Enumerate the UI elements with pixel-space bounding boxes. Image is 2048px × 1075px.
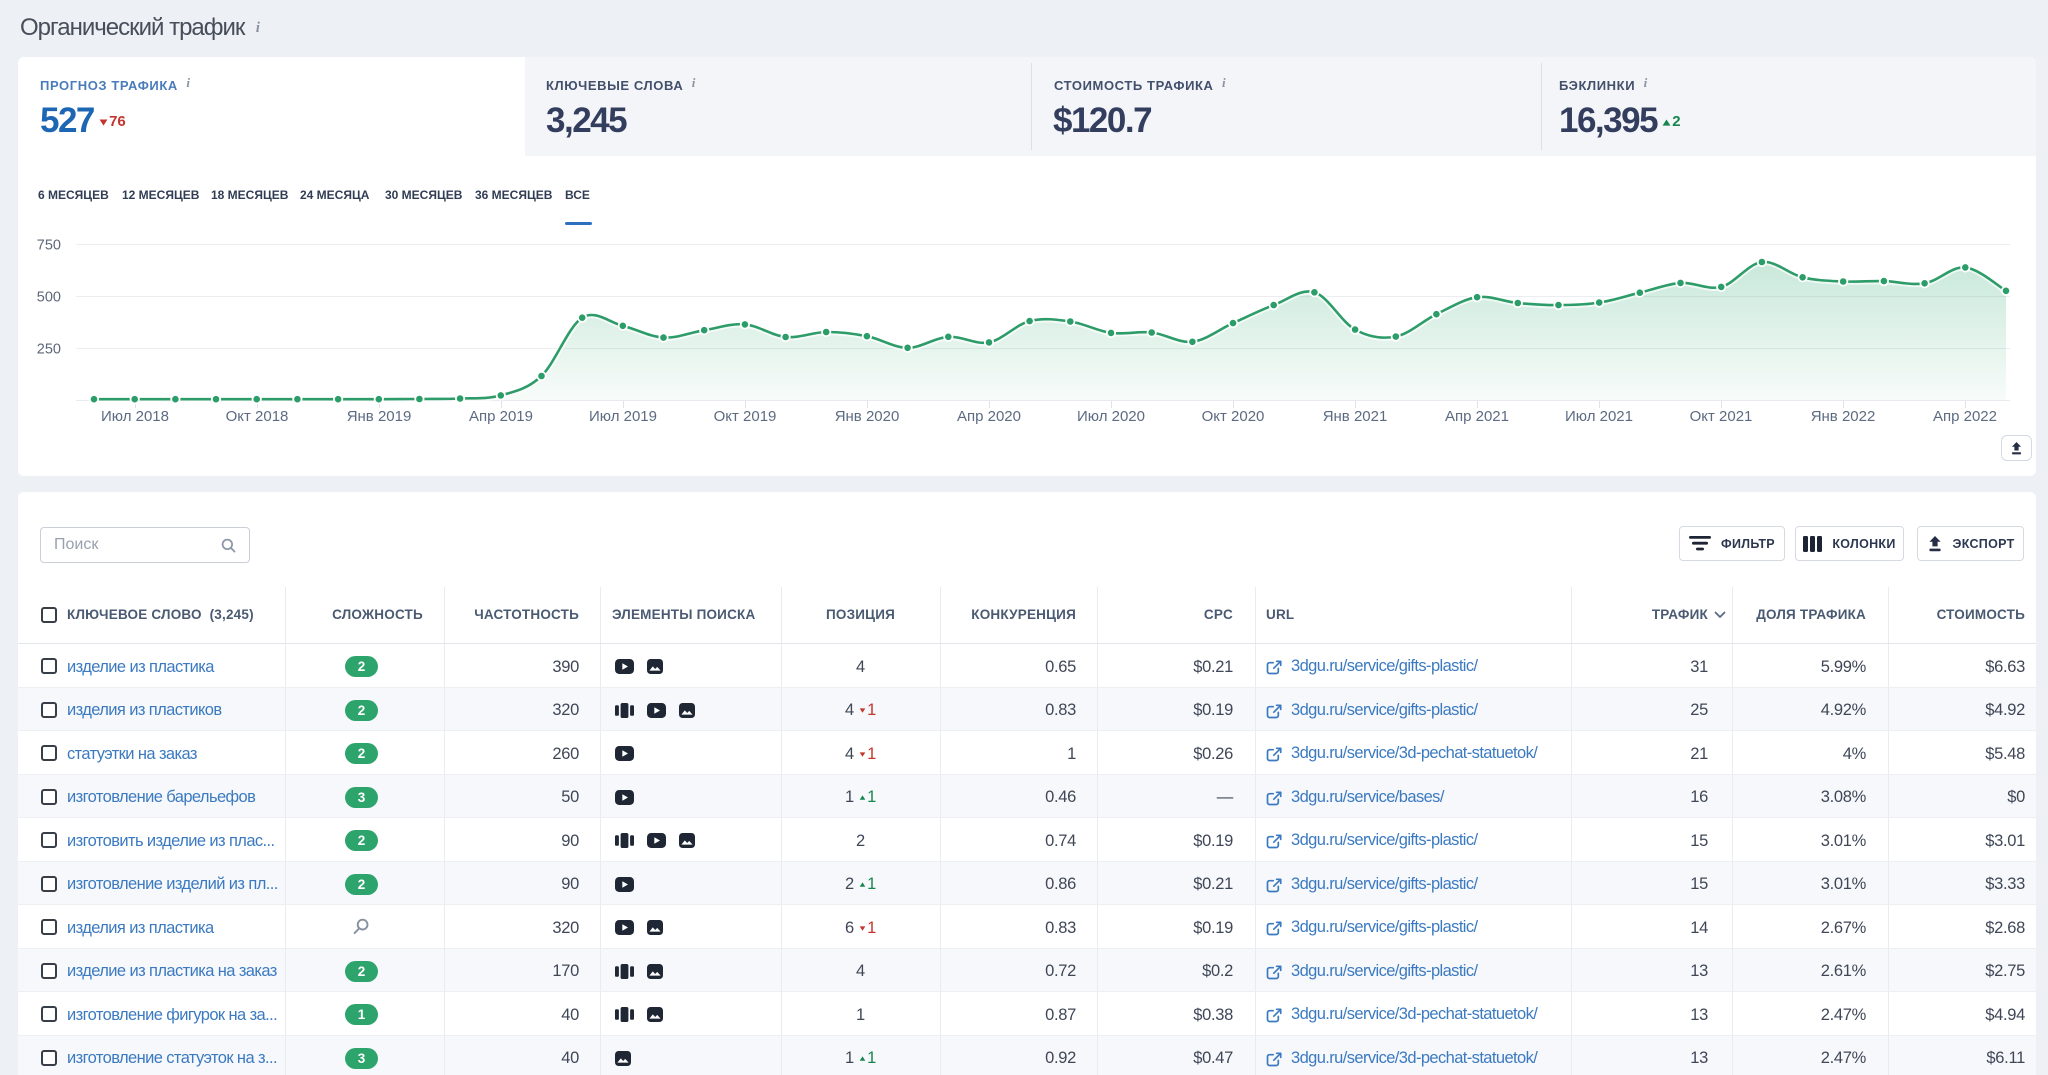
svg-text:Апр 2021: Апр 2021 xyxy=(1445,408,1509,425)
svg-text:Апр 2022: Апр 2022 xyxy=(1933,408,1997,425)
svg-text:Янв 2022: Янв 2022 xyxy=(1811,408,1876,425)
svg-text:Янв 2020: Янв 2020 xyxy=(835,408,900,425)
svg-text:Окт 2018: Окт 2018 xyxy=(226,408,289,425)
svg-text:Окт 2020: Окт 2020 xyxy=(1202,408,1265,425)
svg-text:Июл 2019: Июл 2019 xyxy=(589,408,657,425)
svg-text:Апр 2020: Апр 2020 xyxy=(957,408,1021,425)
svg-text:Июл 2020: Июл 2020 xyxy=(1077,408,1145,425)
svg-text:Янв 2019: Янв 2019 xyxy=(347,408,412,425)
svg-text:500: 500 xyxy=(37,290,61,306)
svg-text:Июл 2018: Июл 2018 xyxy=(101,408,169,425)
svg-text:Окт 2021: Окт 2021 xyxy=(1690,408,1753,425)
svg-text:Апр 2019: Апр 2019 xyxy=(469,408,533,425)
svg-text:Окт 2019: Окт 2019 xyxy=(714,408,777,425)
svg-text:Июл 2021: Июл 2021 xyxy=(1565,408,1633,425)
svg-text:Янв 2021: Янв 2021 xyxy=(1323,408,1388,425)
svg-text:750: 750 xyxy=(37,238,61,254)
svg-text:250: 250 xyxy=(37,342,61,358)
